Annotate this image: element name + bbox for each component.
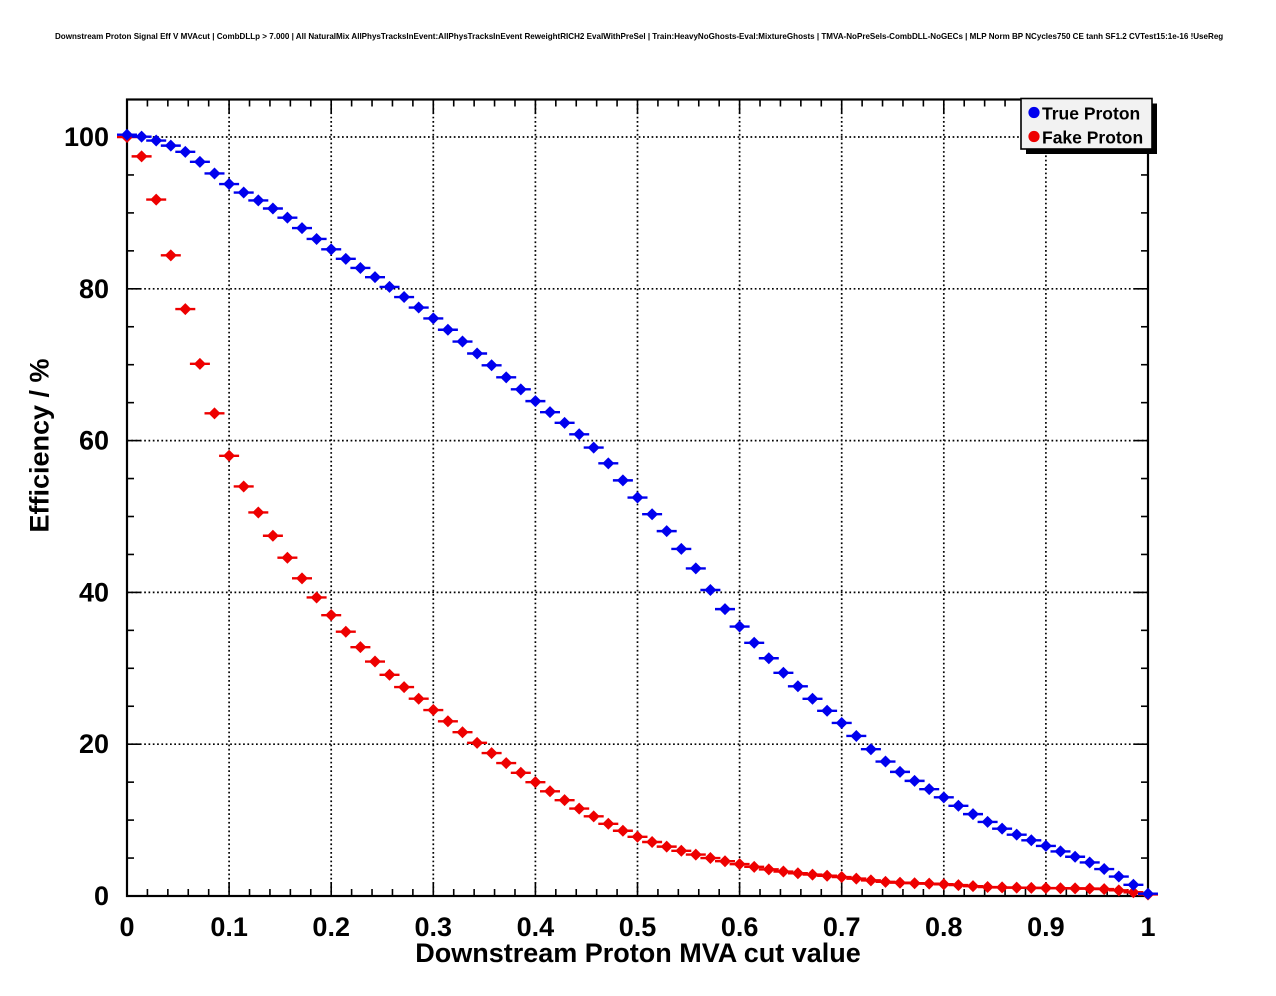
svg-text:20: 20 [79,729,109,759]
svg-text:Fake Proton: Fake Proton [1042,128,1143,148]
svg-text:40: 40 [79,577,109,607]
svg-text:True Proton: True Proton [1042,104,1140,124]
svg-text:0: 0 [94,881,109,911]
svg-text:80: 80 [79,274,109,304]
svg-text:60: 60 [79,426,109,456]
svg-text:100: 100 [64,122,109,152]
